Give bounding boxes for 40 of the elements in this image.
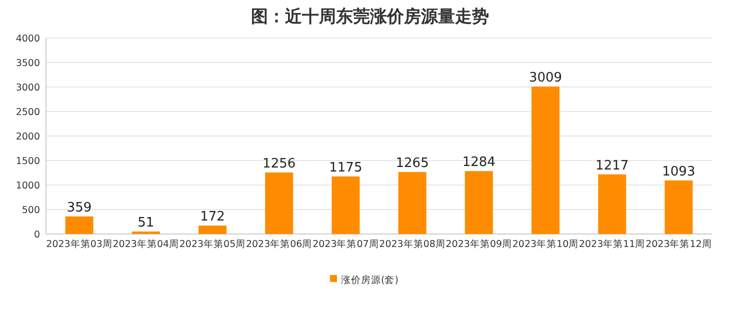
- data-label: 3009: [528, 70, 562, 86]
- y-tick-label: 1000: [16, 180, 40, 192]
- data-label: 1256: [262, 156, 296, 172]
- x-tick-label: 2023年第10周: [512, 238, 579, 250]
- y-tick-label: 2000: [16, 132, 40, 142]
- bar: [265, 172, 294, 234]
- data-label: 51: [138, 216, 154, 230]
- x-tick-label: 2023年第03周: [46, 238, 112, 250]
- y-tick-label: 1500: [16, 156, 40, 167]
- x-tick-label: 2023年第09周: [446, 238, 512, 250]
- bar: [398, 172, 426, 234]
- bar: [464, 171, 493, 234]
- bar: [532, 86, 560, 234]
- bar: [332, 176, 360, 234]
- x-tick-label: 2023年第05周: [179, 238, 246, 250]
- y-tick-label: 2500: [16, 107, 40, 118]
- y-tick-label: 3000: [16, 82, 40, 94]
- data-label: 1093: [662, 164, 696, 180]
- y-tick-label: 4000: [16, 34, 40, 44]
- x-tick-label: 2023年第12周: [646, 238, 712, 250]
- data-label: 172: [200, 210, 225, 225]
- x-tick-label: 2023年第07周: [312, 238, 379, 250]
- data-label: 1284: [462, 155, 496, 170]
- data-label: 1217: [596, 158, 629, 174]
- x-tick-label: 2023年第06周: [246, 238, 312, 250]
- data-label: 1175: [329, 160, 362, 176]
- bar: [598, 174, 626, 234]
- bar: [65, 216, 94, 234]
- data-label: 359: [66, 200, 92, 216]
- y-tick-label: 0: [34, 230, 40, 240]
- x-tick-label: 2023年第04周: [112, 238, 180, 250]
- bar: [664, 180, 693, 234]
- legend-label: 涨价房源(套): [341, 274, 398, 286]
- x-tick-label: 2023年第08周: [379, 238, 446, 250]
- y-tick-label: 3500: [16, 58, 40, 69]
- y-tick-label: 500: [22, 205, 40, 216]
- x-tick-label: 2023年第11周: [578, 238, 646, 250]
- chart-title: 图：近十周东莞涨价房源量走势: [251, 7, 489, 27]
- bar: [198, 226, 226, 234]
- data-label: 1265: [396, 156, 429, 172]
